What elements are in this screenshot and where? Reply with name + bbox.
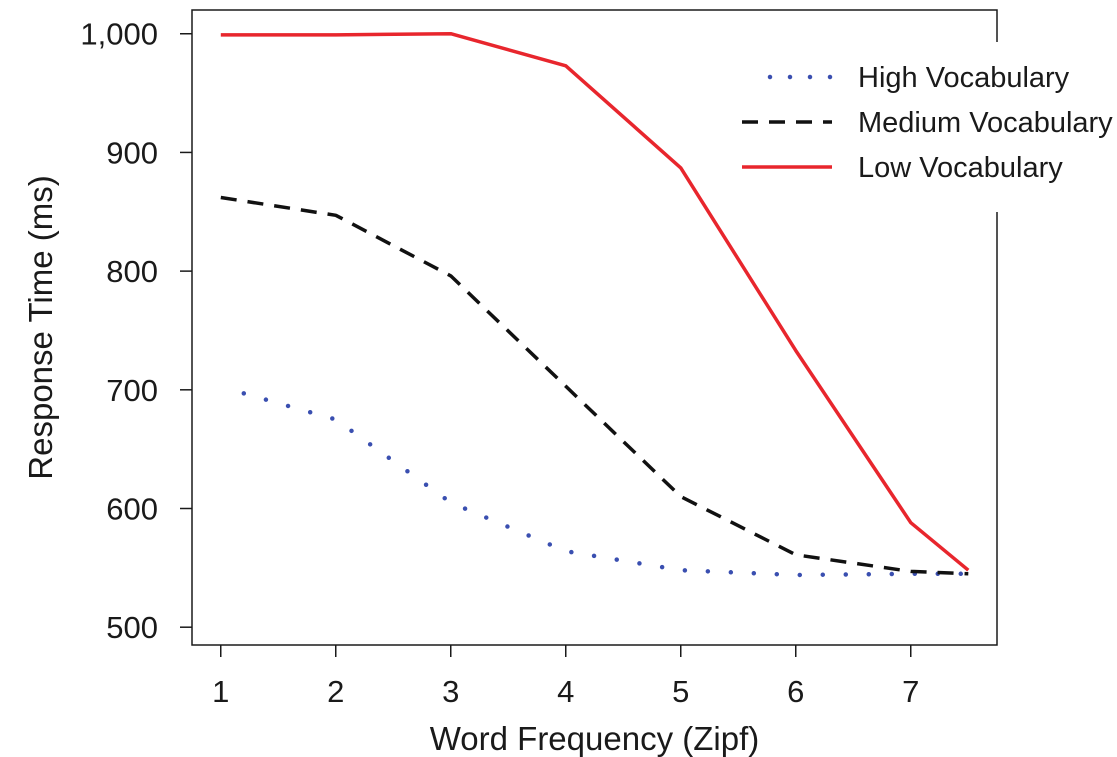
x-tick-label: 1 bbox=[212, 674, 229, 709]
y-tick-label: 500 bbox=[106, 610, 158, 645]
legend-label-high-vocabulary: High Vocabulary bbox=[858, 62, 1070, 94]
x-tick-label: 3 bbox=[442, 674, 459, 709]
series-line-medium-vocabulary bbox=[220, 195, 969, 576]
y-axis-title: Response Time (ms) bbox=[22, 175, 59, 479]
x-tick-label: 2 bbox=[327, 674, 344, 709]
plot-border bbox=[191, 9, 998, 646]
x-tick-label: 4 bbox=[557, 674, 574, 709]
legend-label-low-vocabulary: Low Vocabulary bbox=[858, 152, 1063, 184]
series-lines bbox=[220, 31, 971, 578]
series-line-low-vocabulary bbox=[220, 31, 970, 572]
legend: High Vocabulary Medium Vocabulary Low Voca… bbox=[712, 42, 1117, 212]
x-axis-title: Word Frequency (Zipf) bbox=[430, 720, 759, 757]
axes: 1 2 3 4 5 6 7 500 600 700 800 900 1,000 bbox=[80, 17, 919, 709]
y-tick-label: 700 bbox=[106, 373, 158, 408]
x-tick-label: 5 bbox=[672, 674, 689, 709]
y-tick-label: 800 bbox=[106, 254, 158, 289]
y-tick-label: 1,000 bbox=[80, 17, 158, 52]
x-tick-label: 6 bbox=[787, 674, 804, 709]
series-line-high-vocabulary bbox=[241, 391, 971, 578]
legend-background bbox=[712, 42, 1117, 212]
plot-frame bbox=[191, 9, 998, 646]
y-tick-label: 900 bbox=[106, 135, 158, 170]
legend-label-medium-vocabulary: Medium Vocabulary bbox=[858, 107, 1113, 139]
y-tick-label: 600 bbox=[106, 492, 158, 527]
x-tick-label: 7 bbox=[902, 674, 919, 709]
